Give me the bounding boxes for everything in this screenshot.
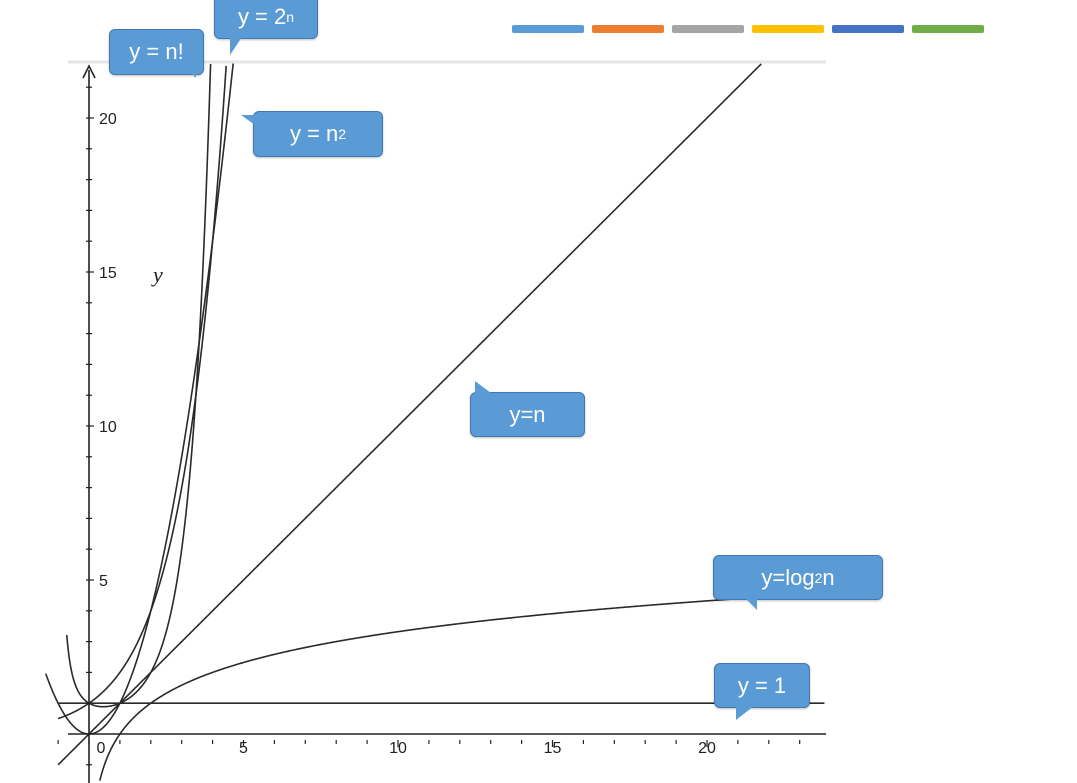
color-bar bbox=[672, 25, 744, 33]
x-tick-label: 15 bbox=[544, 740, 562, 757]
series-layer bbox=[44, 63, 825, 781]
callout-tail bbox=[186, 68, 196, 78]
series-line bbox=[99, 592, 825, 781]
theme-color-bars bbox=[512, 25, 992, 35]
y-tick-label: 10 bbox=[99, 419, 117, 436]
color-bar bbox=[832, 25, 904, 33]
x-tick-label: 5 bbox=[239, 740, 248, 757]
series-line bbox=[65, 63, 212, 708]
callout-tail bbox=[736, 706, 754, 720]
x-tick-label: 20 bbox=[698, 740, 716, 757]
color-bar bbox=[512, 25, 584, 33]
color-bar bbox=[912, 25, 984, 33]
callout-tail bbox=[475, 381, 491, 393]
y-axis-label: y bbox=[151, 262, 163, 287]
color-bar bbox=[592, 25, 664, 33]
y-tick-label: 20 bbox=[99, 111, 117, 128]
label-text: y=log bbox=[761, 564, 815, 590]
label-text: y = 2 bbox=[237, 3, 287, 29]
color-bar bbox=[752, 25, 824, 33]
label-n-factorial: y = n! bbox=[109, 29, 204, 75]
y-axis-arrow bbox=[82, 64, 96, 79]
label-text: y = 1 bbox=[737, 672, 787, 698]
label-text: y=n bbox=[509, 401, 546, 427]
label-y-equals-n: y=n bbox=[470, 392, 585, 437]
y-tick-label: 5 bbox=[99, 573, 108, 590]
label-log2-n: y=log 2 n bbox=[713, 555, 883, 600]
label-y-equals-1: y = 1 bbox=[714, 663, 810, 708]
callout-tail bbox=[241, 115, 255, 125]
axes-layer: 0 5 10 15 20 5 10 15 20 bbox=[57, 64, 826, 783]
series-line bbox=[57, 63, 762, 766]
series-line bbox=[44, 63, 234, 735]
x-tick-label: 0 bbox=[97, 740, 106, 757]
label-text: y = n! bbox=[129, 39, 184, 64]
callout-tail bbox=[745, 598, 757, 610]
series-line bbox=[57, 65, 227, 720]
y-tick-label: 15 bbox=[99, 265, 117, 282]
label-text: n bbox=[822, 564, 835, 590]
callout-tail bbox=[230, 37, 242, 55]
x-tick-label: 10 bbox=[389, 740, 407, 757]
label-text: y = n bbox=[289, 121, 339, 146]
